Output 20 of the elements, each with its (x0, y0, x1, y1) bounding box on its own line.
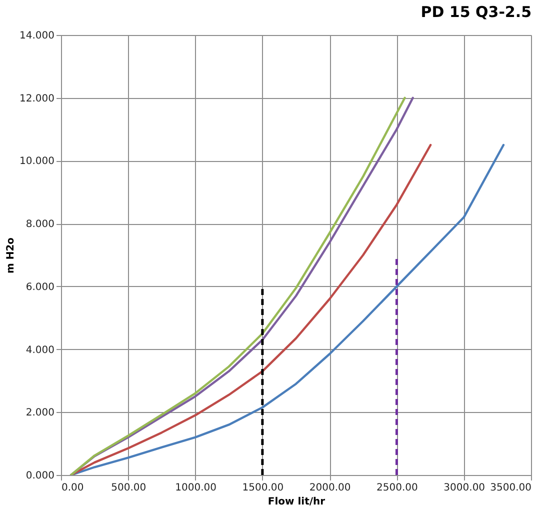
y-tick-label: 4.000 (26, 344, 54, 356)
y-axis-title: m H2o (6, 237, 17, 274)
x-tick-label: 1000.00 (175, 482, 216, 494)
line-series (70, 144, 505, 475)
x-tick-label: 1500.00 (242, 482, 284, 494)
x-tick-label: 3500.00 (490, 482, 532, 494)
y-tick-label: 12.000 (20, 93, 54, 104)
x-tick-label: 2000.00 (309, 482, 351, 494)
y-tick-label: 6.000 (26, 282, 54, 293)
y-tick-label: 14.000 (20, 30, 54, 42)
y-tick-label: 0.000 (26, 470, 54, 482)
x-tick-label: 2500.00 (376, 482, 418, 494)
y-tick-label: 2.000 (26, 408, 54, 419)
y-tick-label: 8.000 (26, 219, 54, 230)
y-tick-label: 10.000 (20, 156, 54, 168)
x-axis-title: Flow lit/hr (268, 496, 326, 508)
x-tick-label: 500.00 (111, 482, 146, 494)
x-tick-label: 0.00 (62, 482, 84, 494)
x-tick-label: 3000.00 (444, 482, 486, 494)
chart-title: PD 15 Q3-2.5 (420, 3, 532, 21)
